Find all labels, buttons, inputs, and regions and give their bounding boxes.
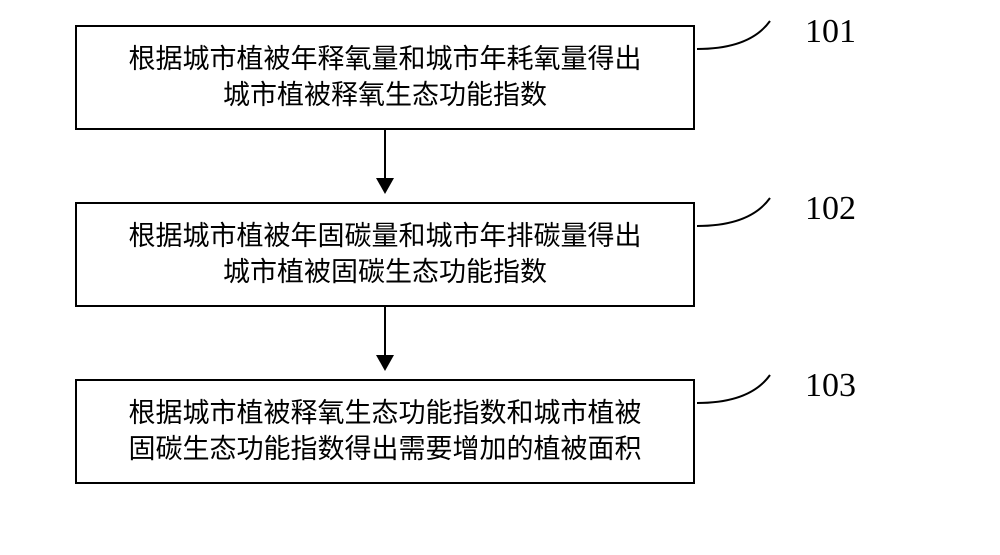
flow-box-1: 根据城市植被年释氧量和城市年耗氧量得出 城市植被释氧生态功能指数 bbox=[75, 25, 695, 130]
connector-curve-1 bbox=[695, 19, 815, 79]
step-label-1: 101 bbox=[805, 13, 856, 51]
step-label-2: 102 bbox=[805, 190, 856, 228]
flowchart-container: 根据城市植被年释氧量和城市年耗氧量得出 城市植被释氧生态功能指数 101 根据城… bbox=[75, 25, 925, 484]
flow-row-3: 根据城市植被释氧生态功能指数和城市植被 固碳生态功能指数得出需要增加的植被面积 … bbox=[75, 379, 925, 484]
arrow-head-icon bbox=[376, 178, 394, 194]
flow-row-2: 根据城市植被年固碳量和城市年排碳量得出 城市植被固碳生态功能指数 102 bbox=[75, 202, 925, 307]
arrow-line bbox=[384, 130, 386, 180]
flow-arrow-1 bbox=[75, 130, 695, 202]
flow-row-1: 根据城市植被年释氧量和城市年耗氧量得出 城市植被释氧生态功能指数 101 bbox=[75, 25, 925, 130]
connector-curve-3 bbox=[695, 373, 815, 433]
box-text-line: 根据城市植被年释氧量和城市年耗氧量得出 bbox=[129, 44, 642, 74]
arrow-line bbox=[384, 307, 386, 357]
step-label-3: 103 bbox=[805, 367, 856, 405]
flow-arrow-2 bbox=[75, 307, 695, 379]
box-text-line: 城市植被固碳生态功能指数 bbox=[223, 257, 547, 287]
flow-box-2: 根据城市植被年固碳量和城市年排碳量得出 城市植被固碳生态功能指数 bbox=[75, 202, 695, 307]
box-text-line: 城市植被释氧生态功能指数 bbox=[223, 80, 547, 110]
box-text-line: 根据城市植被年固碳量和城市年排碳量得出 bbox=[129, 221, 642, 251]
box-text-line: 固碳生态功能指数得出需要增加的植被面积 bbox=[129, 434, 642, 464]
connector-curve-2 bbox=[695, 196, 815, 256]
flow-box-3: 根据城市植被释氧生态功能指数和城市植被 固碳生态功能指数得出需要增加的植被面积 bbox=[75, 379, 695, 484]
arrow-head-icon bbox=[376, 355, 394, 371]
box-text-line: 根据城市植被释氧生态功能指数和城市植被 bbox=[129, 398, 642, 428]
